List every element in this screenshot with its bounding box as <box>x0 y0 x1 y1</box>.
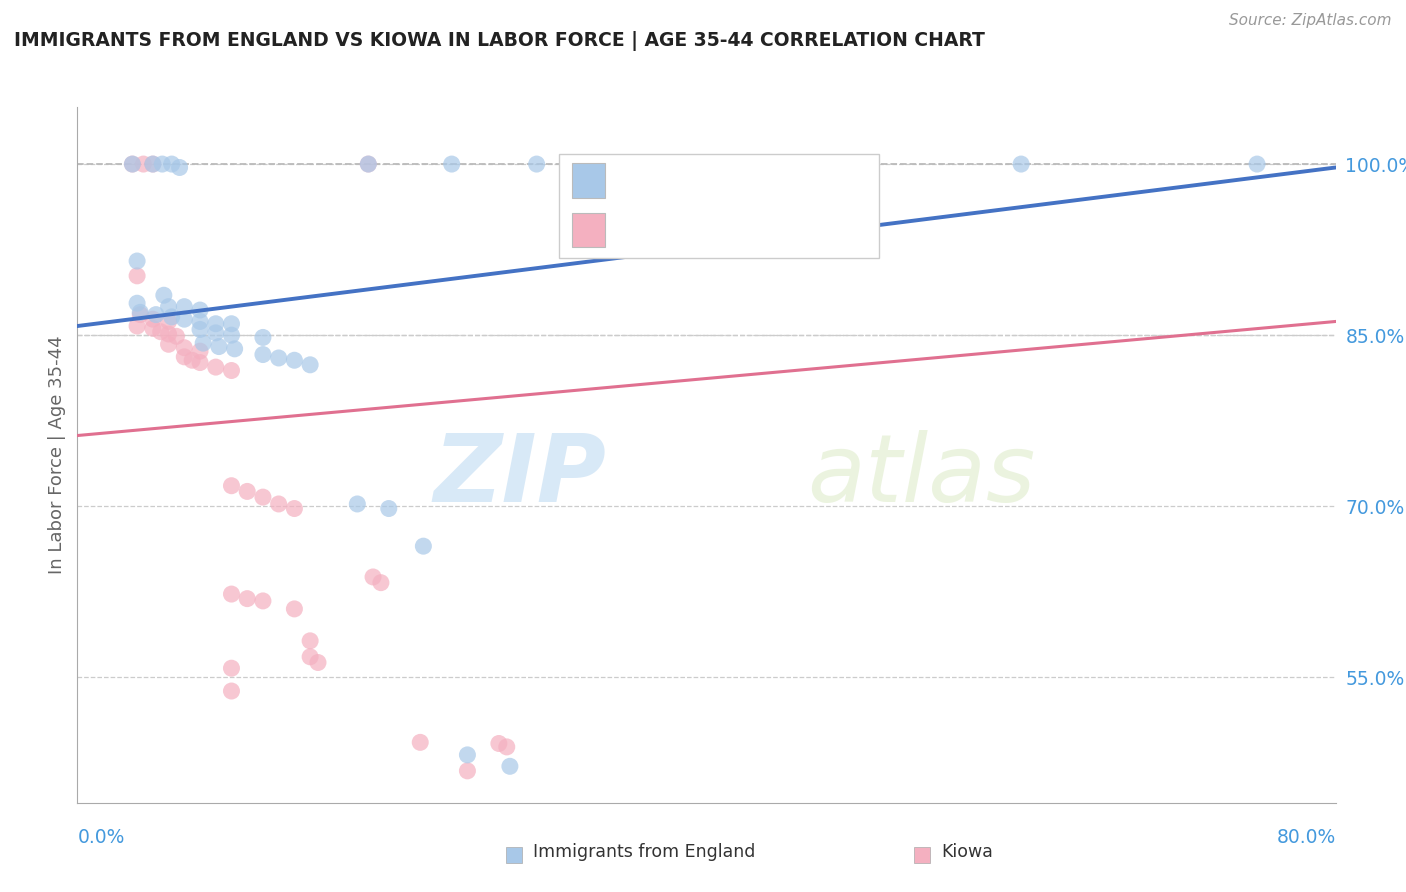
Point <box>132 157 155 171</box>
Point <box>150 157 173 171</box>
Point <box>157 300 180 314</box>
Point <box>378 501 401 516</box>
Text: R = 0.303: R = 0.303 <box>617 170 716 190</box>
Point <box>127 296 149 310</box>
Point <box>412 539 434 553</box>
Point <box>188 322 211 336</box>
Point <box>129 308 152 322</box>
Point <box>456 747 478 762</box>
Point <box>127 254 149 268</box>
Point <box>456 764 478 778</box>
Point <box>169 161 191 175</box>
Point <box>526 157 548 171</box>
Point <box>495 739 517 754</box>
Point <box>188 314 211 328</box>
Point <box>165 329 187 343</box>
Point <box>267 351 290 365</box>
Point <box>142 312 165 326</box>
Point <box>204 317 226 331</box>
Point <box>160 157 183 171</box>
Point <box>142 157 165 171</box>
Text: R =  0.115: R = 0.115 <box>617 220 723 239</box>
Point <box>221 661 243 675</box>
Point <box>499 759 522 773</box>
Point <box>357 157 380 171</box>
Point <box>129 305 152 319</box>
Point <box>236 484 259 499</box>
Point <box>127 268 149 283</box>
Point <box>149 325 172 339</box>
Point <box>173 341 195 355</box>
Point <box>221 684 243 698</box>
Point <box>224 342 246 356</box>
Point <box>160 310 183 324</box>
Point <box>221 317 243 331</box>
Point <box>157 337 180 351</box>
Point <box>173 300 195 314</box>
Y-axis label: In Labor Force | Age 35-44: In Labor Force | Age 35-44 <box>48 335 66 574</box>
Point <box>191 336 215 351</box>
Point <box>409 735 432 749</box>
Point <box>221 479 243 493</box>
Point <box>221 363 243 377</box>
Point <box>127 319 149 334</box>
Point <box>283 602 305 616</box>
Point <box>236 591 259 606</box>
Point <box>1246 157 1268 171</box>
Bar <box>572 163 605 197</box>
Text: atlas: atlas <box>807 430 1035 521</box>
Point <box>121 157 143 171</box>
Text: N = 41: N = 41 <box>778 220 852 239</box>
Text: Source: ZipAtlas.com: Source: ZipAtlas.com <box>1229 13 1392 29</box>
Text: IMMIGRANTS FROM ENGLAND VS KIOWA IN LABOR FORCE | AGE 35-44 CORRELATION CHART: IMMIGRANTS FROM ENGLAND VS KIOWA IN LABO… <box>14 31 986 51</box>
Point <box>283 353 305 368</box>
Point <box>299 633 322 648</box>
Text: Immigrants from England: Immigrants from England <box>533 843 756 861</box>
Point <box>204 360 226 375</box>
Point <box>157 326 180 341</box>
Point <box>267 497 290 511</box>
Bar <box>572 212 605 247</box>
FancyBboxPatch shape <box>558 154 879 258</box>
Point <box>181 353 204 368</box>
Point <box>370 575 392 590</box>
Point <box>188 303 211 318</box>
Point <box>173 350 195 364</box>
Point <box>283 501 305 516</box>
Text: Kiowa: Kiowa <box>941 843 993 861</box>
Point <box>299 649 322 664</box>
Point <box>252 347 274 361</box>
Point <box>157 314 180 328</box>
Point <box>357 157 380 171</box>
Point <box>346 497 368 511</box>
Point <box>1010 157 1032 171</box>
Point <box>252 594 274 608</box>
Text: ZIP: ZIP <box>433 430 606 522</box>
Point <box>488 737 510 751</box>
Point <box>188 355 211 369</box>
Point <box>252 330 274 344</box>
Point <box>121 157 143 171</box>
Text: 0.0%: 0.0% <box>77 828 125 847</box>
Point <box>153 288 176 302</box>
Point <box>299 358 322 372</box>
Point <box>252 490 274 504</box>
Point <box>145 308 167 322</box>
Text: N = 39: N = 39 <box>778 170 851 190</box>
Point <box>221 587 243 601</box>
Point <box>188 344 211 359</box>
Point <box>204 326 226 340</box>
Point <box>307 656 329 670</box>
Point <box>221 328 243 343</box>
Point <box>361 570 384 584</box>
Point <box>142 321 165 335</box>
Text: 80.0%: 80.0% <box>1277 828 1336 847</box>
Point <box>208 340 231 354</box>
Point <box>173 312 195 326</box>
Point <box>142 157 165 171</box>
Point <box>440 157 463 171</box>
